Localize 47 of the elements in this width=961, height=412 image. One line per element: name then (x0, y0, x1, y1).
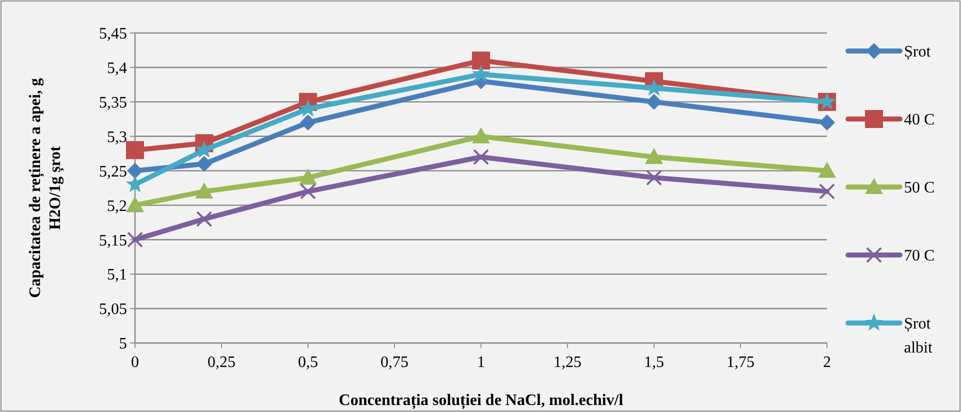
y-axis-title: Capacitatea de reținere a apei, g H2O/1g șrot (27, 78, 65, 298)
y-tick-label: 5,45 (99, 26, 127, 43)
point (127, 232, 143, 248)
point (472, 64, 490, 82)
point (644, 78, 664, 96)
x-tick-label: 2 (823, 354, 831, 371)
point (196, 156, 212, 172)
point (195, 182, 214, 198)
x-tick-label: 0 (131, 354, 139, 371)
point (126, 196, 144, 212)
point (473, 149, 489, 165)
point (818, 162, 836, 178)
legend-label: Șrot albit (904, 316, 933, 357)
legend-label: 70 C (904, 248, 935, 265)
y-tick-label: 5,35 (99, 94, 127, 112)
x-tick-label: 1 (477, 354, 485, 371)
x-tick-label: 1,25 (554, 354, 582, 371)
point (646, 170, 662, 186)
point (299, 168, 317, 185)
point (127, 162, 143, 179)
point (472, 52, 490, 70)
legend-label: Șrot (904, 44, 932, 61)
x-tick-label: 0,5 (298, 354, 318, 371)
y-tick-label: 5 (119, 336, 127, 353)
x-axis-title: Concentrația soluției de NaCl, mol.echiv/l (338, 392, 624, 410)
x-tick-label: 1,5 (644, 354, 664, 371)
x-tick-label: 1,75 (726, 354, 754, 371)
legend-label: 40 C (904, 112, 935, 129)
y-tick-label: 5,2 (107, 198, 127, 215)
point (196, 211, 212, 227)
y-tick-label: 5,1 (107, 266, 127, 284)
y-tick-label: 5,25 (99, 163, 127, 180)
point (126, 141, 144, 160)
y-tick-label: 5,4 (107, 60, 127, 78)
y-tick-label: 5,05 (99, 301, 127, 318)
point (646, 94, 662, 110)
point (300, 183, 316, 200)
point (819, 183, 835, 200)
point (300, 114, 316, 131)
x-tick-label: 0,25 (208, 354, 236, 371)
x-tick-label: 0,75 (380, 354, 408, 371)
point (819, 114, 835, 131)
point (645, 148, 663, 164)
y-tick-label: 5,15 (99, 232, 127, 250)
point (472, 127, 490, 144)
legend-label: 50 C (904, 180, 935, 197)
y-tick-label: 5,3 (107, 128, 127, 146)
